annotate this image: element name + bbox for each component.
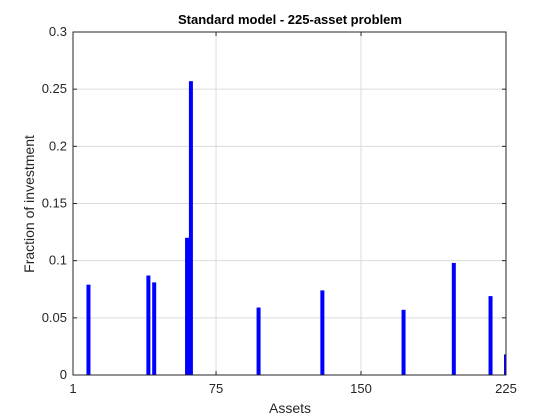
chart-title: Standard model - 225-asset problem: [178, 12, 402, 27]
bar: [504, 354, 506, 375]
y-tick-label: 0.3: [49, 24, 67, 39]
bar: [86, 284, 91, 375]
y-tick-label: 0.1: [49, 253, 67, 268]
bar: [188, 81, 193, 375]
bars: [86, 81, 506, 375]
bar: [401, 309, 406, 375]
bar: [451, 262, 456, 375]
y-tick-label: 0: [60, 367, 67, 382]
bar: [256, 307, 261, 375]
x-tick-label: 225: [495, 381, 517, 396]
bar: [185, 237, 190, 375]
bar: [320, 290, 325, 375]
grid-lines: [73, 32, 506, 375]
x-tick-label: 150: [350, 381, 372, 396]
bar: [152, 282, 157, 375]
y-tick-label: 0.15: [42, 196, 67, 211]
y-tick-label: 0.25: [42, 81, 67, 96]
y-axis-label: Fraction of investment: [21, 135, 37, 273]
bar: [488, 296, 493, 375]
x-axis-label: Assets: [269, 400, 311, 416]
bar: [146, 275, 151, 375]
y-tick-label: 0.05: [42, 310, 67, 325]
x-tick-label: 1: [69, 381, 76, 396]
y-tick-label: 0.2: [49, 138, 67, 153]
x-tick-label: 75: [209, 381, 223, 396]
axis-ticks: 1 75 150 225 0 0.05 0.1 0.15 0.2 0.25 0.3: [42, 24, 517, 396]
